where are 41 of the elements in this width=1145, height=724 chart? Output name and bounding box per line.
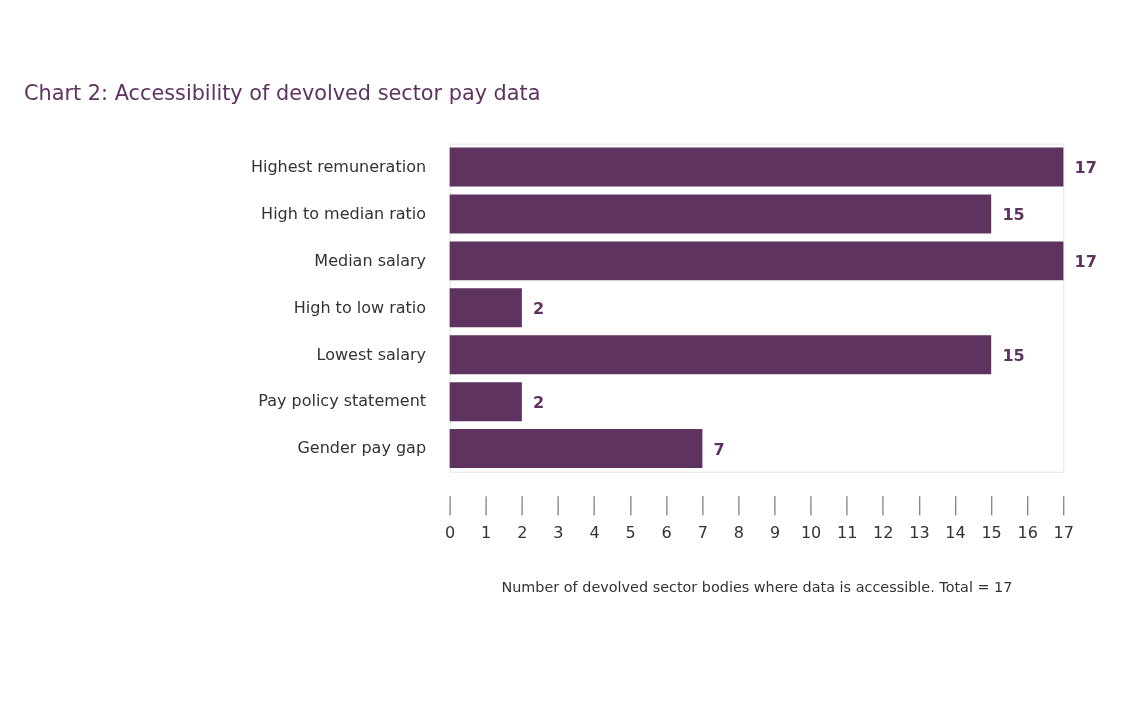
bar <box>449 335 992 375</box>
x-tick-label: 12 <box>873 522 894 542</box>
bar <box>449 429 703 469</box>
x-tick-label: 7 <box>697 522 708 542</box>
x-tick-label: 5 <box>625 522 636 542</box>
x-tick-label: 11 <box>837 522 858 542</box>
x-tick-label: 2 <box>517 522 528 542</box>
data-label: 17 <box>1074 158 1097 178</box>
x-tick-label: 15 <box>981 522 1002 542</box>
x-tick-label: 10 <box>800 522 822 542</box>
y-tick-label: Highest remuneration <box>250 156 427 176</box>
x-tick-label: 13 <box>909 522 930 542</box>
x-tick-label: 14 <box>945 522 966 542</box>
data-label: 15 <box>1002 205 1025 225</box>
text: Chart 2: Accessibility of devolved sector pay data <box>24 80 541 105</box>
y-tick-label: Lowest salary <box>316 344 427 364</box>
data-label: 17 <box>1074 252 1097 272</box>
bar <box>449 382 522 422</box>
bar <box>449 241 1064 281</box>
x-tick-label: 8 <box>733 522 744 542</box>
y-tick-label: High to median ratio <box>261 203 427 223</box>
data-label: 15 <box>1002 346 1025 366</box>
x-tick-label: 6 <box>661 522 672 542</box>
y-tick-label: Median salary <box>314 250 427 270</box>
data-label: 7 <box>713 439 725 459</box>
x-axis-title: Number of devolved sector bodies where data is accessible. Total = 17 <box>501 579 1013 596</box>
data-label: 2 <box>533 299 545 319</box>
y-tick-label: Gender pay gap <box>297 438 427 458</box>
x-tick-label: 4 <box>589 522 600 542</box>
bar <box>449 288 522 328</box>
y-tick-label: High to low ratio <box>293 297 427 317</box>
x-tick-label: 1 <box>481 522 492 542</box>
x-tick-label: 17 <box>1053 522 1074 542</box>
bar <box>449 147 1064 187</box>
y-tick-label: Pay policy statement <box>258 391 427 411</box>
data-label: 2 <box>533 393 545 413</box>
bar <box>449 194 992 234</box>
x-tick-label: 3 <box>553 522 564 542</box>
x-tick-label: 0 <box>444 522 456 542</box>
x-tick-label: 16 <box>1017 522 1038 542</box>
x-tick-label: 9 <box>769 522 781 542</box>
